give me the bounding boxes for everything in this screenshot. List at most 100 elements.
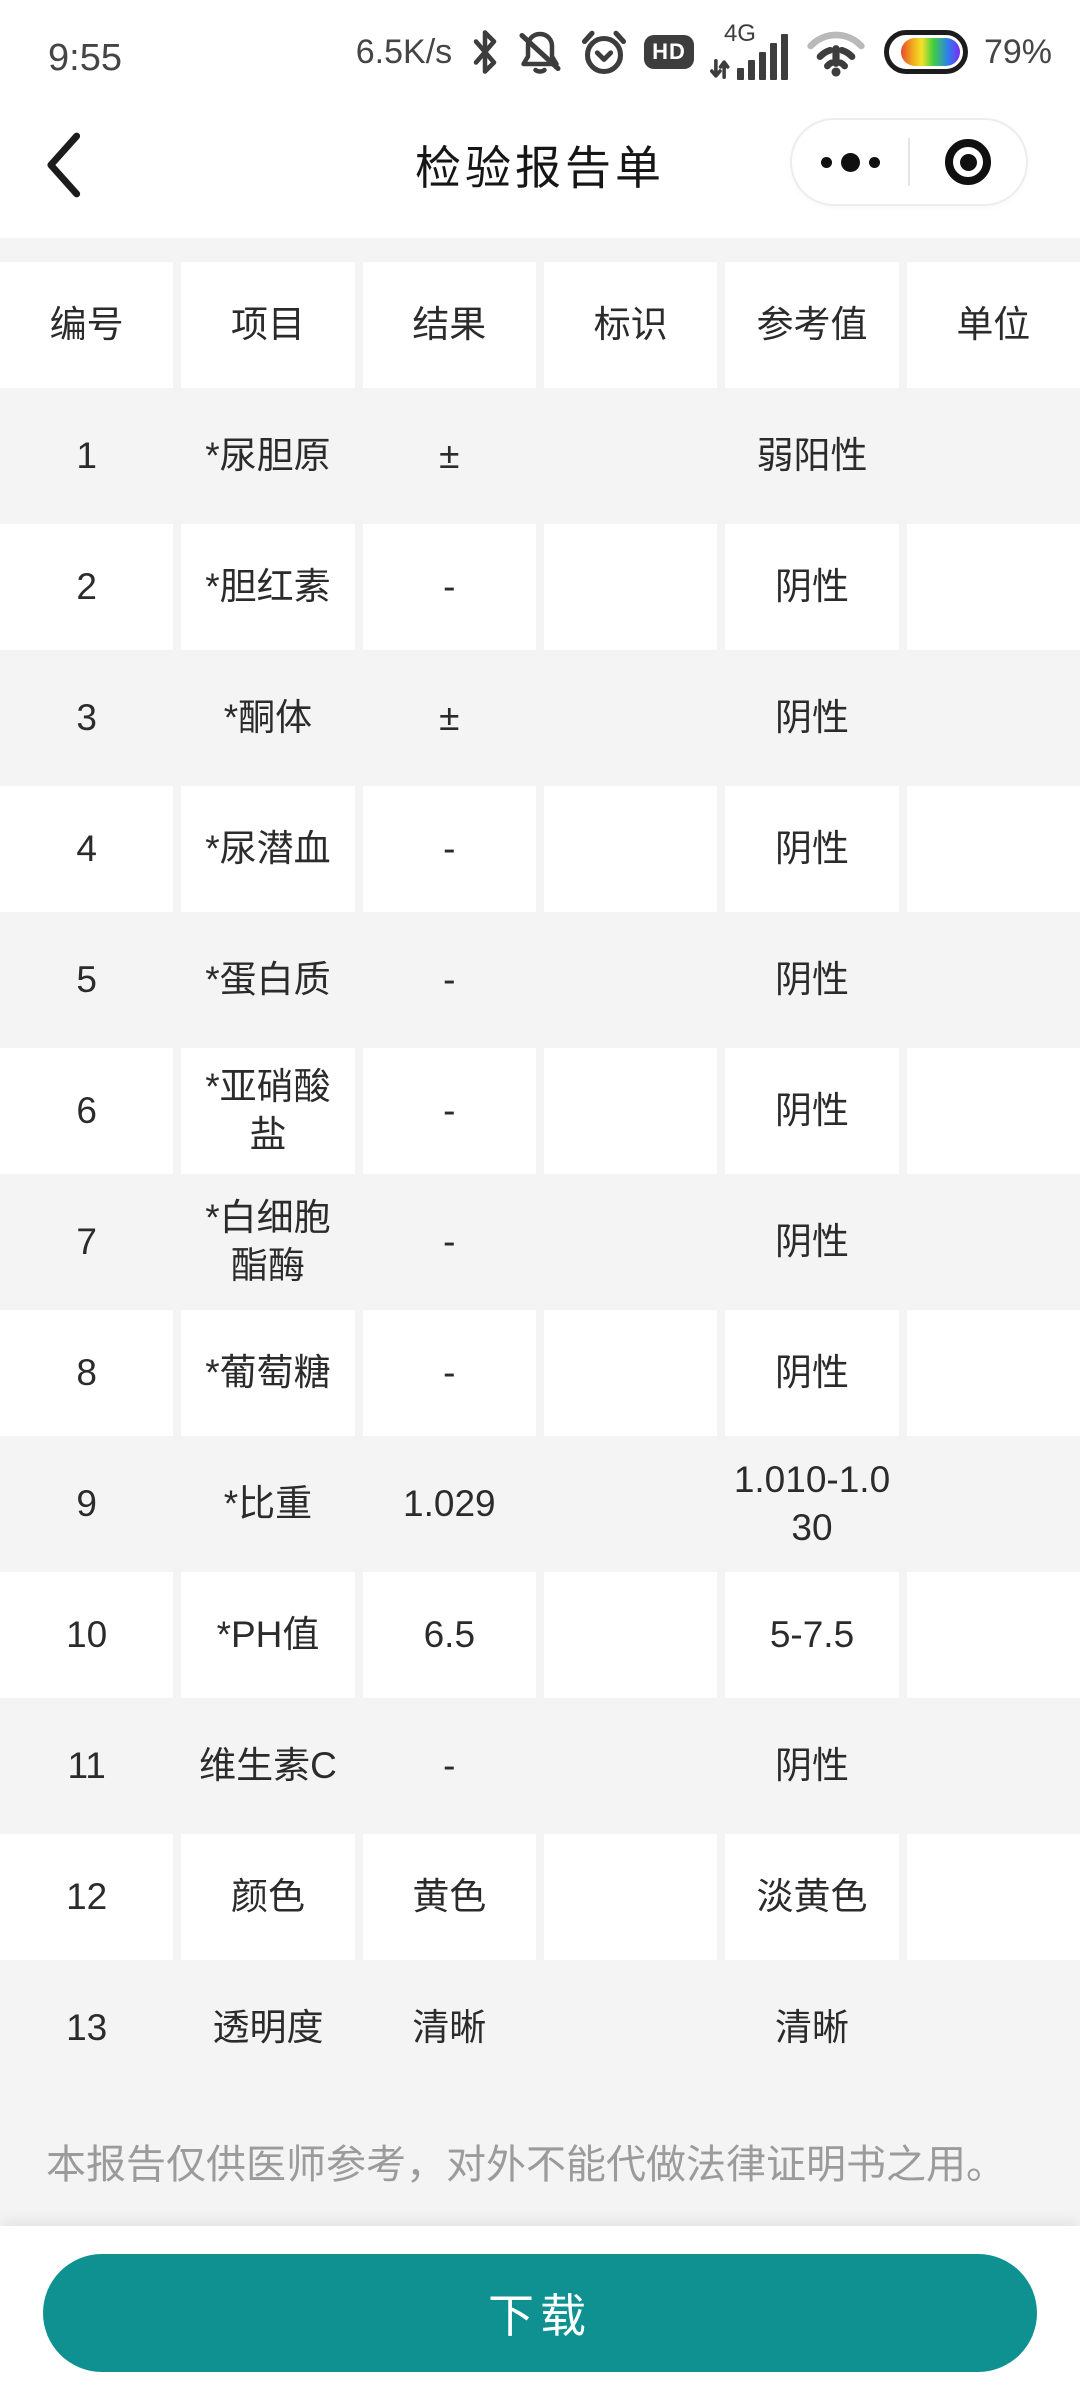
table-cell	[907, 1441, 1080, 1567]
table-cell: 维生素C	[199, 1744, 337, 1786]
column-header: 参考值	[725, 262, 899, 388]
table-cell: 弱阳性	[756, 434, 868, 476]
table-cell	[906, 786, 1080, 912]
column-header: 单位	[906, 262, 1080, 388]
more-dots-icon	[820, 152, 880, 172]
table-cell: -	[362, 1310, 536, 1436]
table-cell: 10	[0, 1572, 174, 1698]
table-cell: ±	[439, 696, 460, 738]
target-circle-icon	[945, 139, 991, 185]
close-home-button[interactable]	[910, 120, 1026, 204]
status-bar: 9:55 6.5K/s HD 4G	[0, 0, 1080, 92]
table-cell: 1.029	[403, 1482, 496, 1524]
table-cell: 5-7.5	[725, 1572, 899, 1698]
table-cell	[906, 1834, 1080, 1960]
table-cell: 11	[67, 1744, 106, 1786]
back-button[interactable]	[40, 130, 100, 200]
table-cell	[543, 524, 718, 650]
page-title: 检验报告单	[415, 142, 665, 194]
table-cell	[906, 1572, 1080, 1698]
table-cell: -	[362, 524, 536, 650]
table-cell: 6.5	[362, 1572, 536, 1698]
battery-rainbow-icon	[883, 30, 968, 74]
back-chevron-icon	[47, 132, 81, 198]
battery-percent: 79%	[983, 32, 1052, 71]
download-button[interactable]: 下载	[43, 2254, 1037, 2372]
table-cell: -	[443, 1744, 456, 1786]
table-cell: 阴性	[774, 1220, 849, 1262]
table-cell: -	[362, 1048, 536, 1174]
signal-bars-icon: 4G	[709, 20, 788, 80]
wifi-alert-icon	[807, 31, 865, 77]
table-cell	[907, 1965, 1080, 2091]
table-cell: 透明度	[212, 2006, 324, 2048]
table-cell	[543, 786, 718, 912]
table-cell	[906, 1310, 1080, 1436]
table-cell: 淡黄色	[725, 1834, 899, 1960]
table-cell: *胆红素	[181, 524, 355, 650]
table-cell: 13	[66, 2006, 108, 2048]
network-type-label: 4G	[723, 20, 756, 47]
table-cell	[544, 917, 717, 1043]
table-cell: *亚硝酸盐	[181, 1048, 355, 1174]
table-cell	[906, 524, 1080, 650]
miniprogram-capsule	[790, 118, 1028, 206]
table-cell: 阴性	[725, 1310, 899, 1436]
table-cell	[544, 1965, 717, 2091]
network-speed: 6.5K/s	[355, 32, 453, 71]
table-cell	[907, 655, 1080, 781]
table-cell: 颜色	[181, 1834, 355, 1960]
report-table: 编号 项目 结果 标识 参考值 单位 1 *尿胆原 ± 弱阳性 2 *胆红素 - 阴性 3 *酮体 ± 阴性 4 *尿…	[0, 262, 1080, 2091]
table-cell	[544, 655, 717, 781]
table-cell: *比重	[223, 1482, 313, 1524]
table-cell: 7	[76, 1220, 97, 1262]
table-cell	[544, 393, 717, 519]
table-cell: 清晰	[774, 2006, 849, 2048]
table-cell: 阴性	[725, 524, 899, 650]
table-cell: 阴性	[774, 696, 849, 738]
capsule-divider	[908, 138, 910, 186]
table-cell: -	[443, 1220, 456, 1262]
nav-bar: 检验报告单	[0, 92, 1080, 238]
column-header: 结果	[362, 262, 536, 388]
table-cell: *尿潜血	[181, 786, 355, 912]
bottom-bar: 下载	[0, 2226, 1080, 2400]
column-header: 项目	[181, 262, 355, 388]
table-cell: *酮体	[223, 696, 313, 738]
table-cell: 1.010-1.030	[733, 1458, 891, 1548]
hd-icon: HD	[644, 35, 694, 69]
report-content: 编号 项目 结果 标识 参考值 单位 1 *尿胆原 ± 弱阳性 2 *胆红素 - 阴性 3 *酮体 ± 阴性 4 *尿…	[0, 238, 1080, 2226]
more-button[interactable]	[792, 120, 908, 204]
table-cell: 5	[76, 958, 97, 1000]
table-cell: 8	[0, 1310, 174, 1436]
table-cell	[907, 1703, 1080, 1829]
table-cell: 阴性	[725, 1048, 899, 1174]
table-cell: -	[362, 786, 536, 912]
disclaimer-text: 本报告仅供医师参考，对外不能代做法律证明书之用。	[46, 2143, 1006, 2187]
column-header: 标识	[543, 262, 718, 388]
data-arrows-icon	[709, 58, 730, 80]
table-cell: *葡萄糖	[181, 1310, 355, 1436]
table-cell: *蛋白质	[205, 958, 331, 1000]
table-cell: 阴性	[774, 1744, 849, 1786]
table-cell: -	[443, 958, 456, 1000]
table-cell	[543, 1572, 718, 1698]
clock-time: 9:55	[48, 37, 122, 79]
table-cell: 6	[0, 1048, 174, 1174]
table-cell: *白细胞酯酶	[205, 1196, 331, 1286]
table-cell: 1	[76, 434, 97, 476]
table-cell	[907, 1179, 1080, 1305]
table-cell: *尿胆原	[205, 434, 331, 476]
table-cell	[543, 1310, 718, 1436]
alarm-clock-icon	[582, 30, 627, 75]
table-cell: 阴性	[725, 786, 899, 912]
table-cell	[907, 393, 1080, 519]
table-cell: 9	[76, 1482, 97, 1524]
table-cell	[543, 1834, 718, 1960]
table-cell	[907, 917, 1080, 1043]
table-cell	[544, 1441, 717, 1567]
table-cell: 3	[76, 696, 97, 738]
table-cell: 清晰	[412, 2006, 487, 2048]
muted-bell-icon	[519, 31, 561, 74]
table-cell: ±	[439, 434, 460, 476]
